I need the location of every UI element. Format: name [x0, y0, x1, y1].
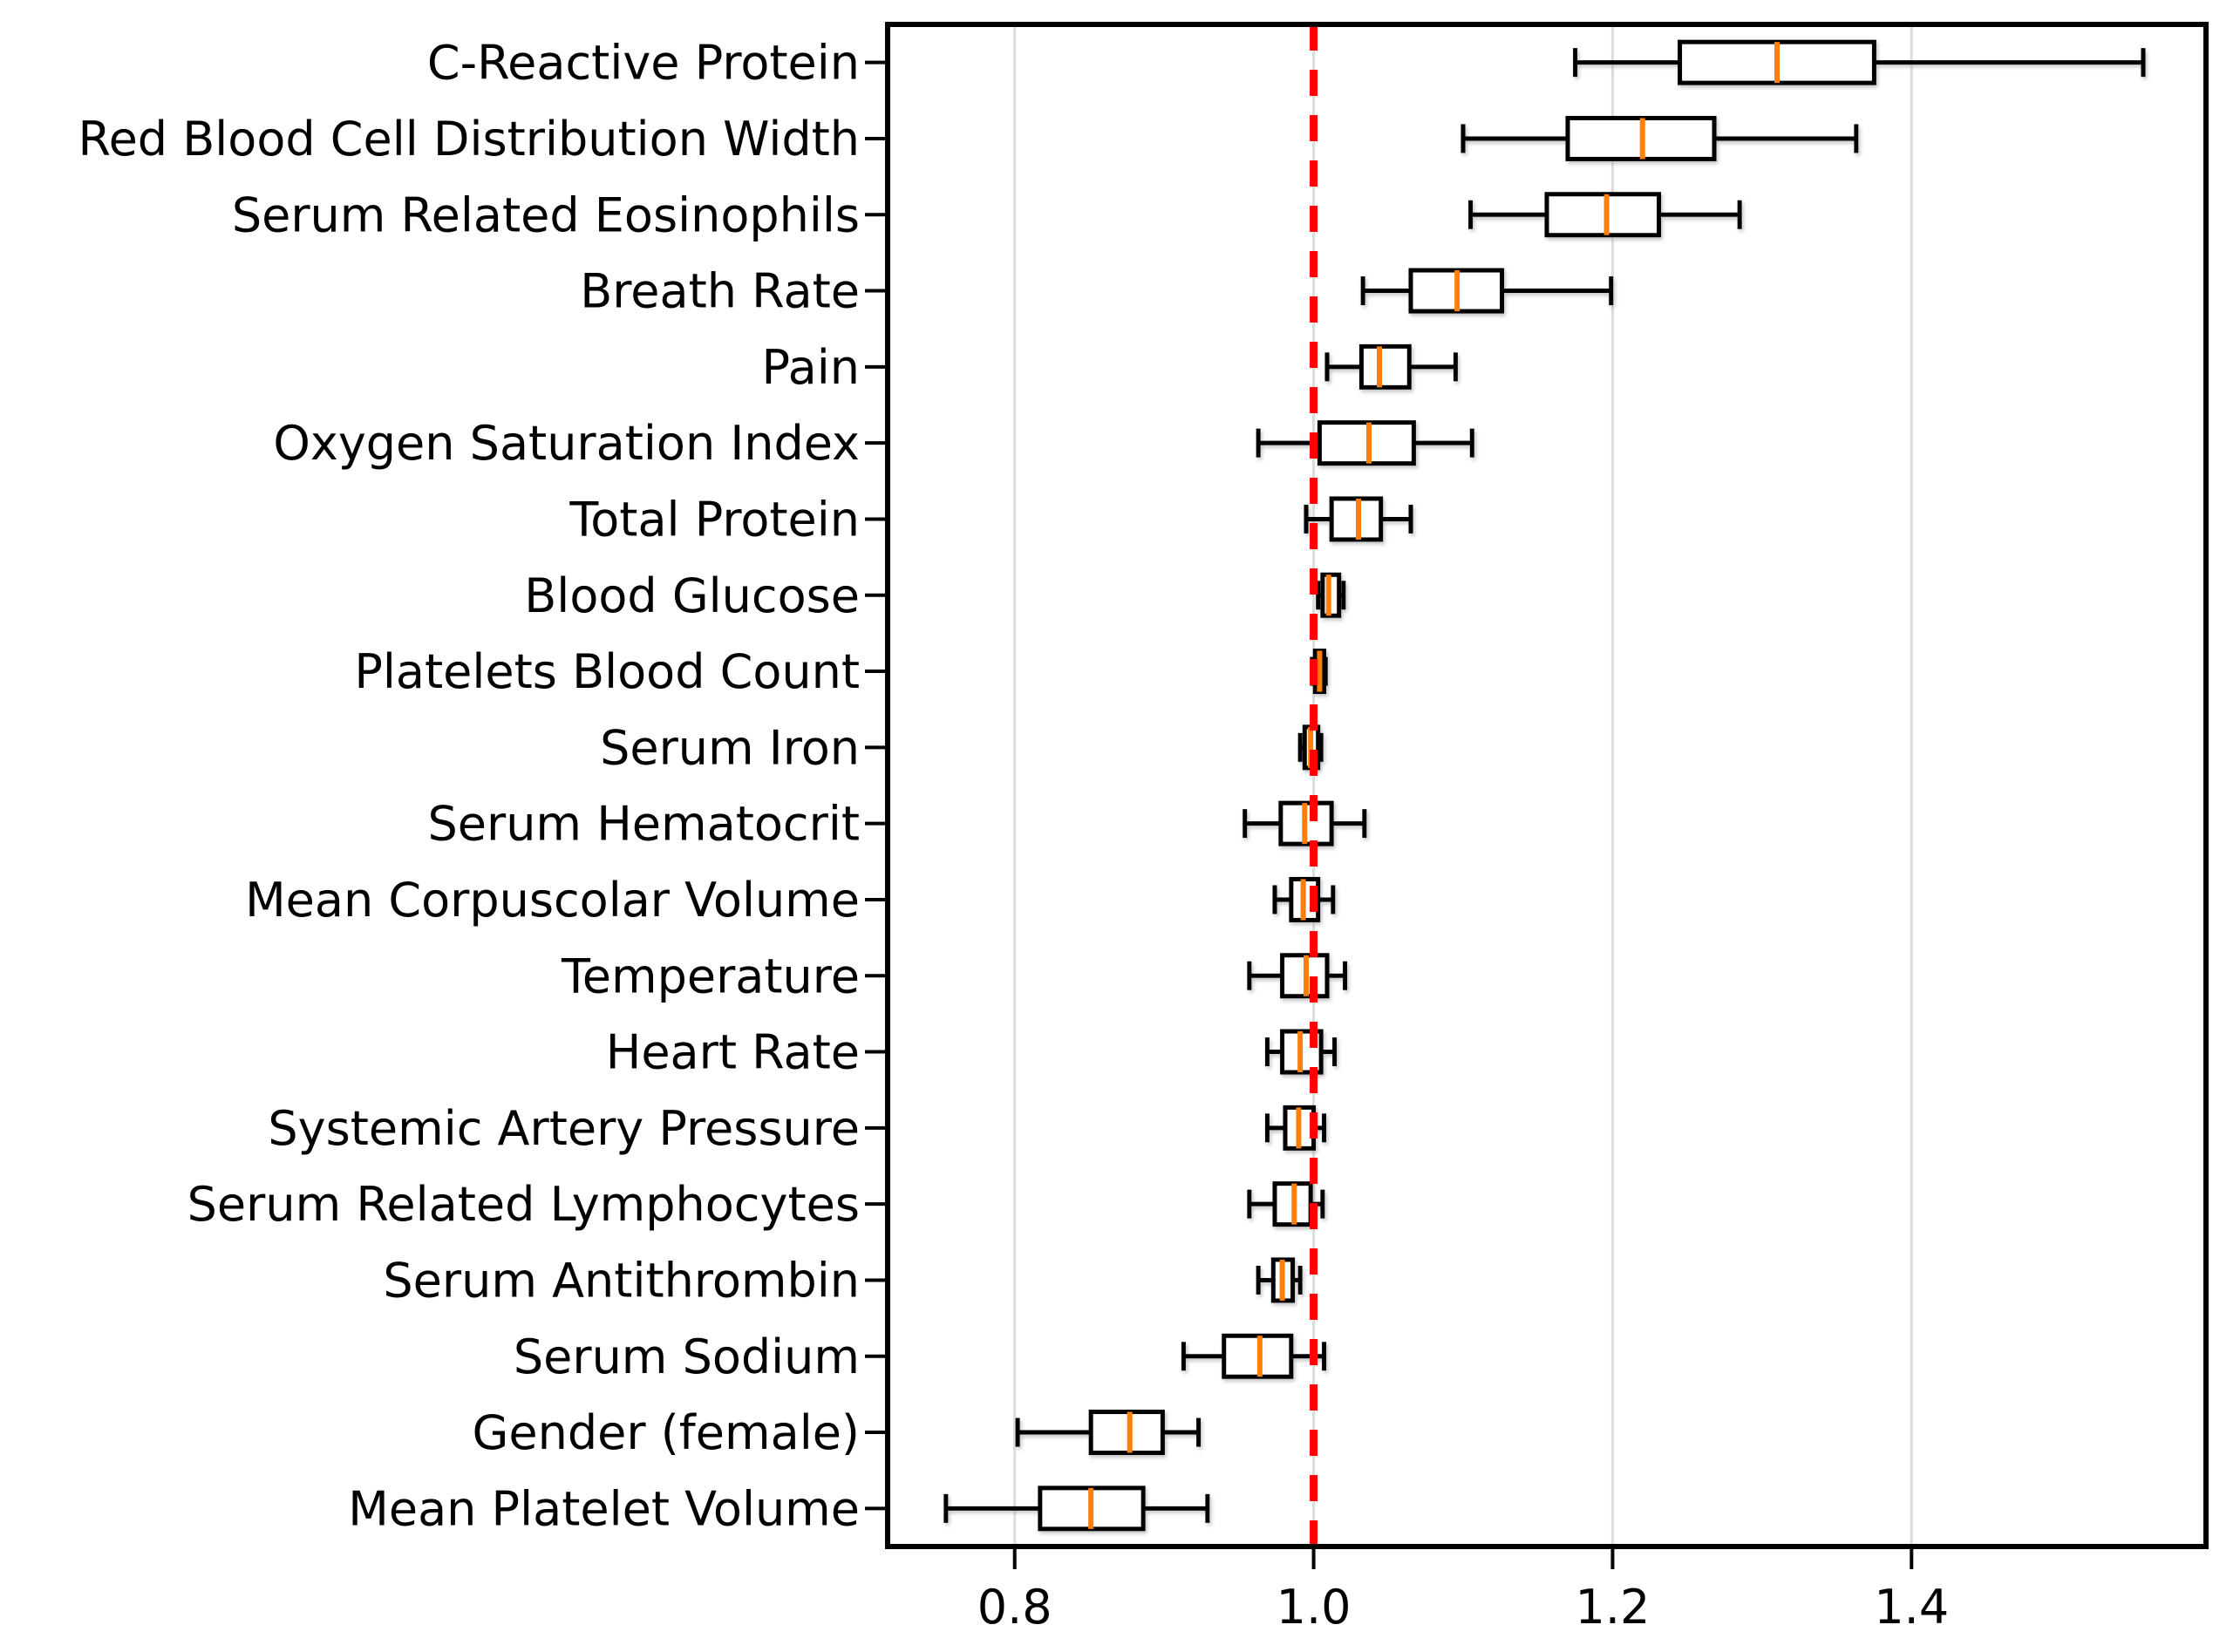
- boxplot-row: [1264, 1029, 1338, 1075]
- boxplot-row: [1256, 1257, 1303, 1303]
- y-tick-label: Serum Related Eosinophils: [232, 187, 860, 242]
- boxplot-row: [1316, 572, 1346, 618]
- x-tick-label: 1.2: [1575, 1580, 1650, 1635]
- boxplot-row: [1181, 1333, 1327, 1379]
- y-tick-label: Mean Corpuscolar Volume: [245, 873, 860, 928]
- y-tick-label: Red Blood Cell Distribution Width: [78, 112, 860, 167]
- y-tick-label: Gender (female): [473, 1405, 860, 1460]
- y-tick-label: Serum Related Lymphocytes: [187, 1177, 860, 1232]
- y-tick-label: Pain: [762, 340, 860, 395]
- y-tick-label: Heart Rate: [606, 1025, 860, 1080]
- y-tick-label: Systemic Artery Pressure: [268, 1101, 860, 1156]
- x-tick-label: 1.0: [1277, 1580, 1351, 1635]
- y-tick-label: Total Protein: [569, 492, 860, 547]
- boxplot-row: [1243, 800, 1367, 846]
- box-rect: [1088, 1410, 1165, 1456]
- boxplot-row: [1264, 1105, 1327, 1151]
- y-tick-label: Serum Sodium: [514, 1329, 860, 1384]
- boxplot-row: [1304, 496, 1413, 542]
- plot-frame: [885, 22, 2209, 1549]
- y-tick-label: Oxygen Saturation Index: [273, 416, 860, 471]
- boxplot-row: [1015, 1410, 1202, 1456]
- y-tick-label: Mean Platelet Volume: [348, 1481, 860, 1536]
- y-tick-label: Platelets Blood Count: [354, 644, 860, 699]
- boxplot-row: [1256, 420, 1474, 466]
- boxplot-row: [1468, 192, 1742, 238]
- boxplot-row: [943, 1485, 1210, 1532]
- y-tick-label: Temperature: [561, 948, 860, 1003]
- y-tick-label: Serum Hematocrit: [428, 797, 861, 852]
- x-axis: 0.8 1.0 1.2 1.4: [977, 1549, 1949, 1635]
- box-rect: [1358, 343, 1412, 390]
- x-tick-label: 1.4: [1874, 1580, 1949, 1635]
- boxplot-row: [1324, 343, 1458, 390]
- box-rect: [1544, 192, 1662, 238]
- boxplot-rows: [943, 39, 2146, 1532]
- y-tick-label: Serum Antithrombin: [383, 1253, 860, 1308]
- boxplot-row: [1573, 39, 2146, 85]
- boxplot-row: [1360, 268, 1614, 314]
- y-tick-label: Breath Rate: [580, 264, 860, 319]
- y-tick-label: C-Reactive Protein: [427, 36, 860, 91]
- boxplot-row: [1247, 953, 1348, 999]
- x-tick-label: 0.8: [977, 1580, 1052, 1635]
- y-tick-label: Serum Iron: [600, 720, 860, 775]
- y-axis: C-Reactive Protein Red Blood Cell Distrib…: [78, 36, 885, 1536]
- y-tick-label: Blood Glucose: [524, 568, 860, 623]
- boxplot-row: [1460, 115, 1859, 161]
